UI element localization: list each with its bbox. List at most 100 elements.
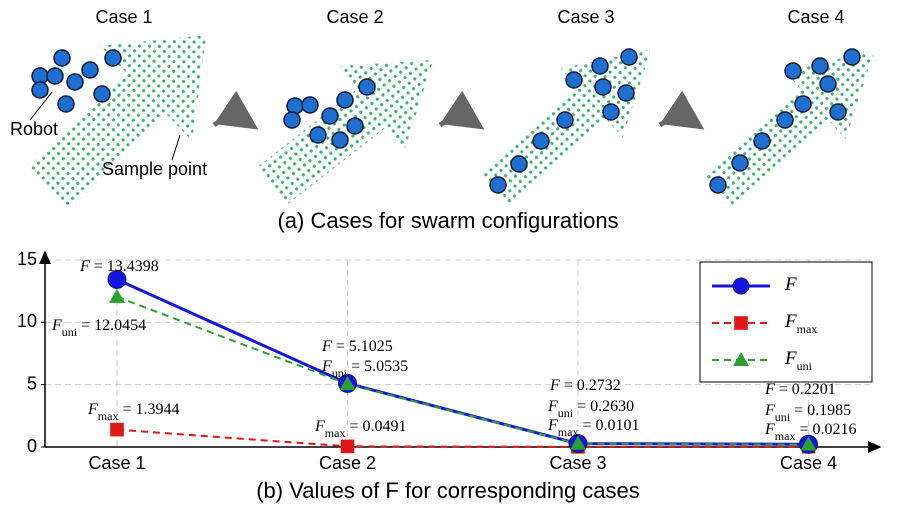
marker xyxy=(339,375,356,390)
symbol: F xyxy=(784,274,797,295)
robot xyxy=(46,67,64,85)
robot-label: Robot xyxy=(10,119,58,139)
marker xyxy=(800,436,817,451)
robot xyxy=(776,111,794,129)
case-title: Case 3 xyxy=(557,7,614,27)
flow-arrow xyxy=(212,90,259,130)
robot xyxy=(336,91,354,109)
marker xyxy=(107,269,127,289)
robot xyxy=(66,73,84,91)
symbol: F xyxy=(321,358,332,375)
series-line xyxy=(116,295,809,446)
robot xyxy=(57,95,75,113)
robot xyxy=(594,78,612,96)
robot xyxy=(731,154,749,172)
sample-label: Sample point xyxy=(102,159,207,179)
case-title: Case 1 xyxy=(95,7,152,27)
data-label: F = 0.2201 xyxy=(764,381,836,398)
robot xyxy=(358,78,376,96)
symbol: F xyxy=(764,402,775,419)
symbol: F xyxy=(547,417,558,434)
series-line xyxy=(116,428,809,448)
data-label: Funi = 0.1985 xyxy=(764,402,851,424)
subscript: uni xyxy=(332,366,348,380)
x-tick-label: Case 1 xyxy=(88,453,145,473)
robot xyxy=(309,126,327,144)
value: = 0.1985 xyxy=(790,402,851,419)
robot xyxy=(331,131,349,149)
robot xyxy=(31,81,49,99)
y-tick-label: 15 xyxy=(17,249,37,269)
robot xyxy=(489,176,507,194)
robot xyxy=(286,97,304,115)
robot xyxy=(301,96,319,114)
symbol: F xyxy=(549,377,560,394)
value: = 5.0535 xyxy=(347,358,408,375)
marker xyxy=(340,439,355,454)
value: = 13.4398 xyxy=(90,258,159,275)
data-label: Fmax = 0.0101 xyxy=(547,417,639,439)
symbol: F xyxy=(784,348,797,369)
subscript: uni xyxy=(775,410,791,424)
data-label: F = 13.4398 xyxy=(79,258,159,275)
value: = 0.0101 xyxy=(578,417,639,434)
subscript: max xyxy=(797,322,818,336)
subscript: max xyxy=(325,426,346,440)
pointer xyxy=(29,91,53,121)
subscript: max xyxy=(558,425,579,439)
value: = 0.2732 xyxy=(560,377,621,394)
data-label: Fmax = 1.3944 xyxy=(87,401,179,423)
robot xyxy=(811,57,829,75)
data-label: F = 0.2732 xyxy=(549,377,621,394)
robot xyxy=(532,132,550,150)
x-tick-label: Case 3 xyxy=(549,453,606,473)
legend-label: Fmax xyxy=(784,311,817,335)
symbol: F xyxy=(87,401,98,418)
value: = 0.0491 xyxy=(345,418,406,435)
legend-marker xyxy=(734,316,748,330)
robot xyxy=(321,107,339,125)
legend-marker xyxy=(733,352,749,366)
robot xyxy=(81,61,99,79)
legend-label: F xyxy=(784,274,797,295)
symbol: F xyxy=(51,317,62,334)
value: = 1.3944 xyxy=(118,401,179,418)
robot xyxy=(565,71,583,89)
y-tick-label: 10 xyxy=(17,311,37,331)
robot xyxy=(709,176,727,194)
legend-label: Funi xyxy=(784,348,813,372)
robot xyxy=(346,117,364,135)
subscript: uni xyxy=(558,406,574,420)
caption: (a) Cases for swarm configurations xyxy=(277,208,618,233)
data-label: F = 5.1025 xyxy=(321,338,393,355)
symbol: F xyxy=(314,418,325,435)
robot xyxy=(829,103,847,121)
x-tick-label: Case 2 xyxy=(319,453,376,473)
case-title: Case 4 xyxy=(787,7,844,27)
y-tick-label: 0 xyxy=(27,436,37,456)
symbol: F xyxy=(764,381,775,398)
symbol: F xyxy=(321,338,332,355)
value: = 0.2630 xyxy=(573,398,634,415)
robot xyxy=(617,84,635,102)
marker xyxy=(109,288,125,303)
robot xyxy=(283,111,301,129)
marker xyxy=(110,422,124,437)
case-title: Case 2 xyxy=(326,7,383,27)
robot xyxy=(784,62,802,80)
marker xyxy=(570,435,586,450)
x-tick-label: Case 4 xyxy=(780,453,837,473)
robot xyxy=(602,103,620,121)
subscript: uni xyxy=(62,325,78,339)
data-label: Funi = 0.2630 xyxy=(547,398,634,420)
robot xyxy=(843,48,861,66)
robot xyxy=(510,155,528,173)
robot xyxy=(104,49,122,67)
value: = 0.2201 xyxy=(775,381,836,398)
y-tick-label: 5 xyxy=(27,373,37,393)
sample-region xyxy=(27,35,207,210)
subscript: max xyxy=(98,409,119,423)
subscript: uni xyxy=(797,359,813,373)
subscript: max xyxy=(775,429,796,443)
symbol: F xyxy=(784,311,797,332)
